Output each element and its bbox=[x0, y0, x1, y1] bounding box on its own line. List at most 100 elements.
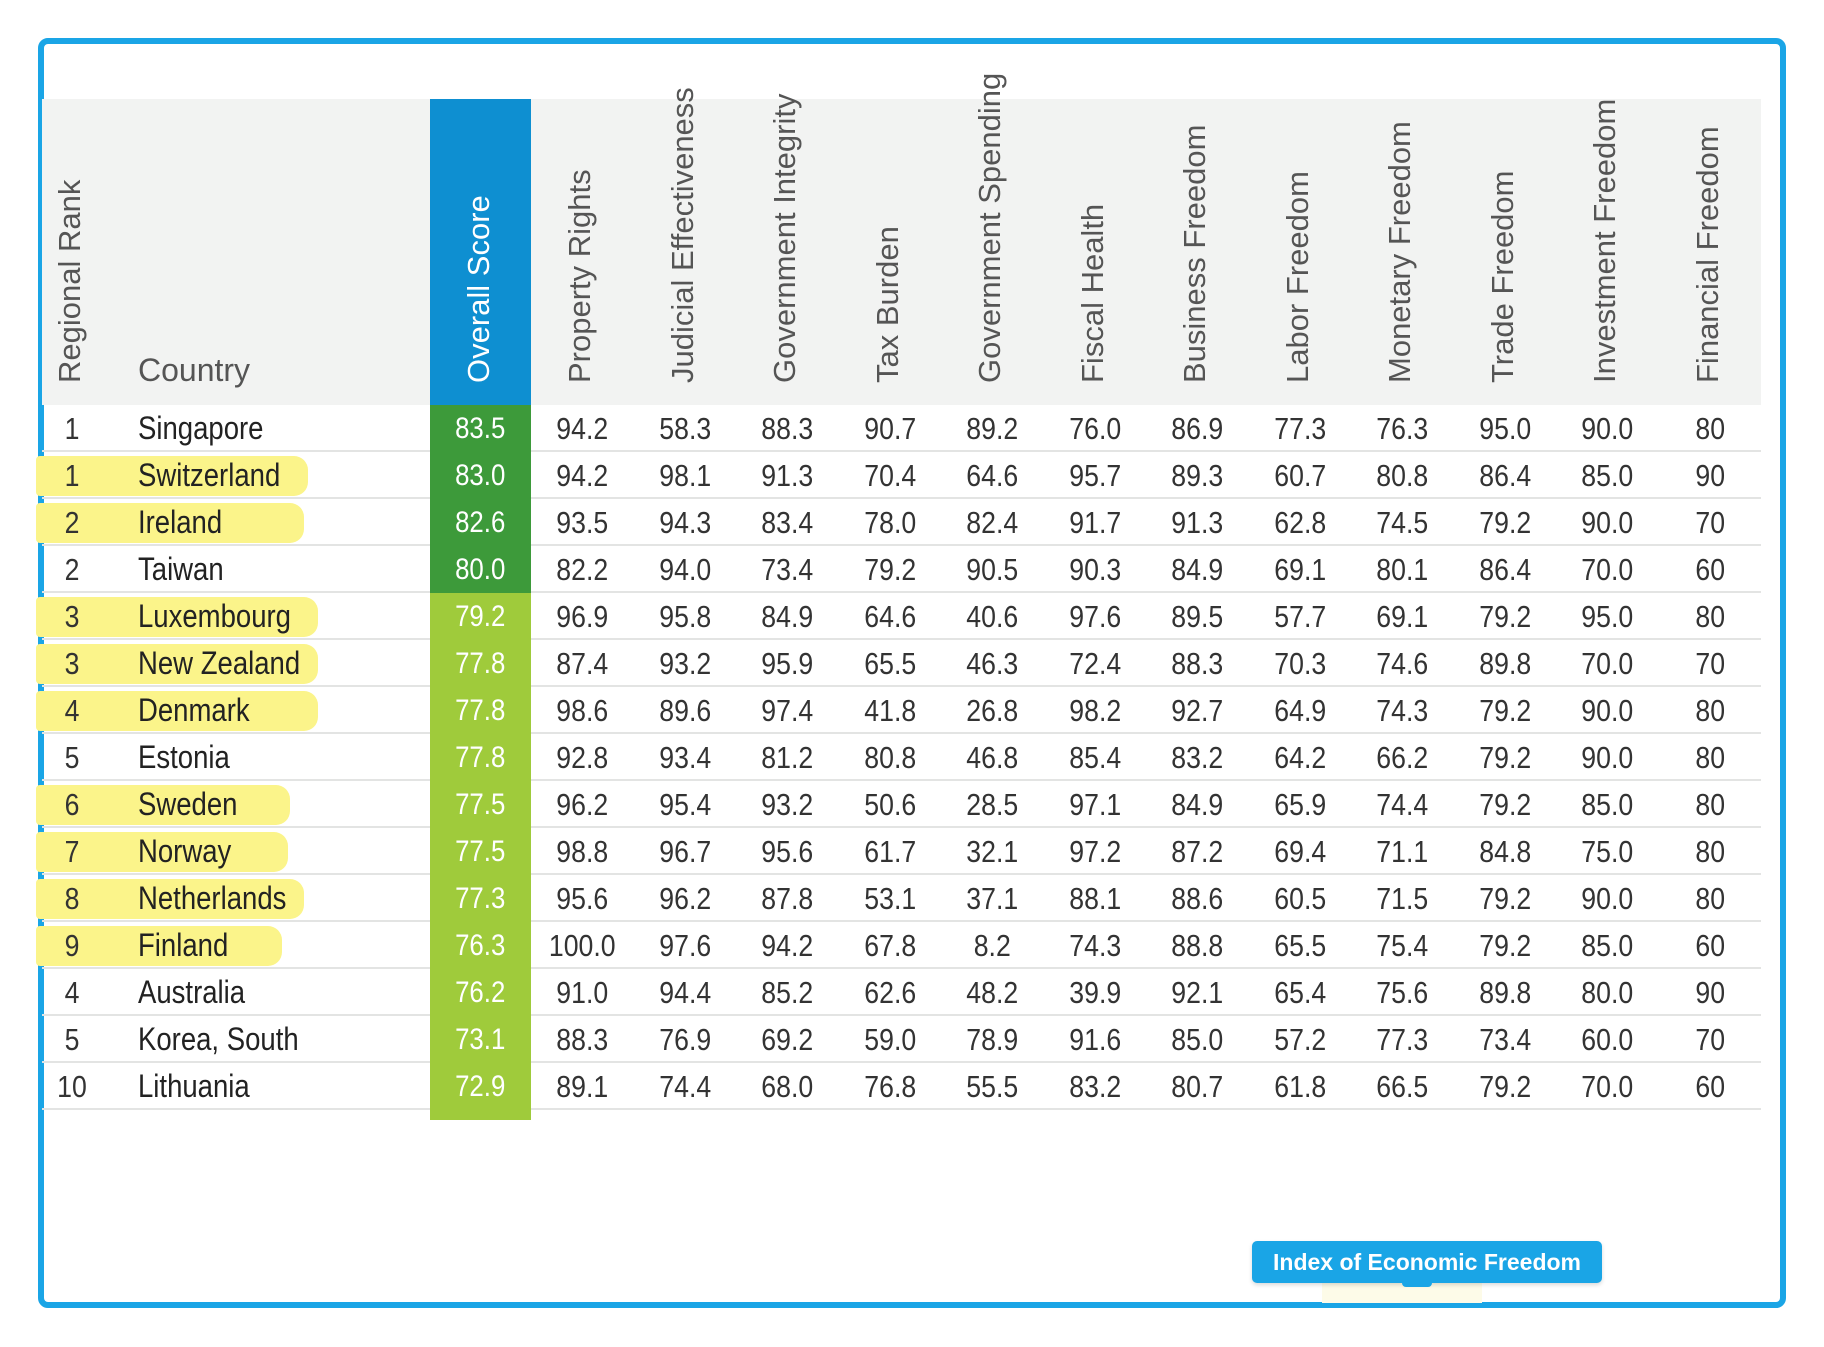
score-cell: 26.8 bbox=[966, 693, 1019, 728]
rank-cell: 5 bbox=[64, 740, 80, 775]
header-col-0: Property Rights bbox=[531, 99, 634, 405]
score-cell: 96.7 bbox=[658, 834, 711, 869]
score-cell: 98.2 bbox=[1068, 693, 1121, 728]
score-cell: 98.6 bbox=[556, 693, 609, 728]
score-cell: 84.9 bbox=[761, 599, 814, 634]
header-col-label: Judicial Effectiveness bbox=[664, 87, 700, 383]
score-cell: 94.2 bbox=[556, 458, 609, 493]
index-badge[interactable]: Index of Economic Freedom bbox=[1252, 1241, 1602, 1283]
country-cell: Lithuania bbox=[138, 1068, 250, 1104]
score-cell: 40.6 bbox=[966, 599, 1019, 634]
score-cell: 74.4 bbox=[1376, 787, 1429, 822]
score-cell: 61.8 bbox=[1273, 1069, 1326, 1104]
header-col-9: Trade Freedom bbox=[1454, 99, 1557, 405]
score-cell: 8.2 bbox=[973, 928, 1011, 963]
score-cell: 65.4 bbox=[1273, 975, 1326, 1010]
header-regional-rank: Regional Rank bbox=[42, 99, 102, 405]
row-highlight bbox=[36, 879, 304, 919]
score-cell: 89.8 bbox=[1478, 646, 1531, 681]
score-cell: 80.0 bbox=[1581, 975, 1634, 1010]
score-cell: 64.6 bbox=[863, 599, 916, 634]
score-cell: 98.1 bbox=[658, 458, 711, 493]
header-col-1: Judicial Effectiveness bbox=[634, 87, 737, 405]
score-cell: 72.4 bbox=[1068, 646, 1121, 681]
score-cell: 91.3 bbox=[1171, 505, 1224, 540]
score-cell: 70 bbox=[1694, 505, 1725, 540]
score-cell: 62.8 bbox=[1273, 505, 1326, 540]
score-cell: 94.4 bbox=[658, 975, 711, 1010]
rank-cell: 4 bbox=[64, 693, 80, 728]
overall-score-value: 77.3 bbox=[455, 882, 506, 915]
score-cell: 89.3 bbox=[1171, 458, 1224, 493]
row-highlight bbox=[36, 691, 318, 731]
table-row: 3 New Zealand 77.8 87.4 93.2 95.9 65.5 46.3 72.4… bbox=[36, 640, 1761, 687]
overall-score-value: 83.0 bbox=[455, 459, 506, 492]
header-country: Country bbox=[138, 352, 251, 388]
score-cell: 85.4 bbox=[1068, 740, 1121, 775]
score-cell: 92.7 bbox=[1171, 693, 1224, 728]
score-cell: 95.6 bbox=[556, 881, 609, 916]
score-cell: 70.0 bbox=[1581, 646, 1634, 681]
score-cell: 90.7 bbox=[863, 411, 916, 446]
overall-score-value: 73.1 bbox=[455, 1023, 506, 1056]
rank-cell: 5 bbox=[64, 1022, 80, 1057]
score-cell: 92.8 bbox=[556, 740, 609, 775]
freedom-table: Regional Rank Country Overall Score Prop… bbox=[36, 73, 1761, 1120]
score-cell: 79.2 bbox=[1478, 505, 1531, 540]
score-cell: 74.6 bbox=[1376, 646, 1429, 681]
country-cell: Denmark bbox=[138, 692, 250, 728]
score-cell: 79.2 bbox=[1478, 928, 1531, 963]
overall-score-cell: 77.8 bbox=[430, 734, 531, 781]
score-cell: 97.2 bbox=[1068, 834, 1121, 869]
overall-score-cell: 72.9 bbox=[430, 1063, 531, 1110]
rank-cell: 6 bbox=[64, 787, 80, 822]
header-col-label: Monetary Freedom bbox=[1382, 121, 1418, 383]
score-cell: 70 bbox=[1694, 1022, 1725, 1057]
row-highlight bbox=[36, 644, 318, 684]
score-cell: 69.2 bbox=[761, 1022, 814, 1057]
table-row: 5 Korea, South 73.1 88.3 76.9 69.2 59.0 78.9 91.… bbox=[42, 1016, 1761, 1063]
score-cell: 80.8 bbox=[863, 740, 916, 775]
score-cell: 87.4 bbox=[556, 646, 609, 681]
country-cell: Norway bbox=[138, 833, 232, 869]
score-cell: 80.1 bbox=[1376, 552, 1429, 587]
score-cell: 71.5 bbox=[1376, 881, 1429, 916]
score-cell: 74.3 bbox=[1068, 928, 1121, 963]
score-cell: 69.4 bbox=[1273, 834, 1326, 869]
score-cell: 58.3 bbox=[658, 411, 711, 446]
score-cell: 94.2 bbox=[761, 928, 814, 963]
score-cell: 82.2 bbox=[556, 552, 609, 587]
overall-score-value: 77.8 bbox=[455, 741, 506, 774]
badge-pointer bbox=[1402, 1281, 1432, 1287]
score-cell: 83.2 bbox=[1171, 740, 1224, 775]
score-cell: 65.9 bbox=[1273, 787, 1326, 822]
score-cell: 62.6 bbox=[863, 975, 916, 1010]
table-header: Regional Rank Country Overall Score Prop… bbox=[42, 73, 1761, 405]
score-cell: 91.6 bbox=[1068, 1022, 1121, 1057]
score-cell: 90.0 bbox=[1581, 881, 1634, 916]
score-cell: 76.0 bbox=[1068, 411, 1121, 446]
table-row: 6 Sweden 77.5 96.2 95.4 93.2 50.6 28.5 97.1 84.9 6… bbox=[36, 781, 1761, 828]
score-cell: 90.0 bbox=[1581, 693, 1634, 728]
score-cell: 69.1 bbox=[1376, 599, 1429, 634]
score-cell: 89.8 bbox=[1478, 975, 1531, 1010]
score-cell: 75.0 bbox=[1581, 834, 1634, 869]
score-cell: 75.4 bbox=[1376, 928, 1429, 963]
score-cell: 79.2 bbox=[1478, 740, 1531, 775]
score-cell: 95.7 bbox=[1068, 458, 1121, 493]
score-cell: 95.6 bbox=[761, 834, 814, 869]
score-cell: 55.5 bbox=[966, 1069, 1019, 1104]
score-cell: 93.2 bbox=[658, 646, 711, 681]
score-cell: 89.6 bbox=[658, 693, 711, 728]
overall-score-value: 76.3 bbox=[455, 929, 506, 962]
overall-score-cell: 79.2 bbox=[430, 593, 531, 640]
table-row: 9 Finland 76.3 100.0 97.6 94.2 67.8 8.2 74.3 88.8… bbox=[36, 922, 1761, 969]
score-cell: 79.2 bbox=[1478, 1069, 1531, 1104]
score-cell: 100.0 bbox=[548, 928, 616, 963]
score-cell: 46.8 bbox=[966, 740, 1019, 775]
score-cell: 60.7 bbox=[1273, 458, 1326, 493]
table-row: 2 Taiwan 80.0 82.2 94.0 73.4 79.2 90.5 90.3 84.9 6… bbox=[42, 546, 1761, 593]
score-cell: 87.2 bbox=[1171, 834, 1224, 869]
score-cell: 93.2 bbox=[761, 787, 814, 822]
score-cell: 80 bbox=[1694, 787, 1725, 822]
